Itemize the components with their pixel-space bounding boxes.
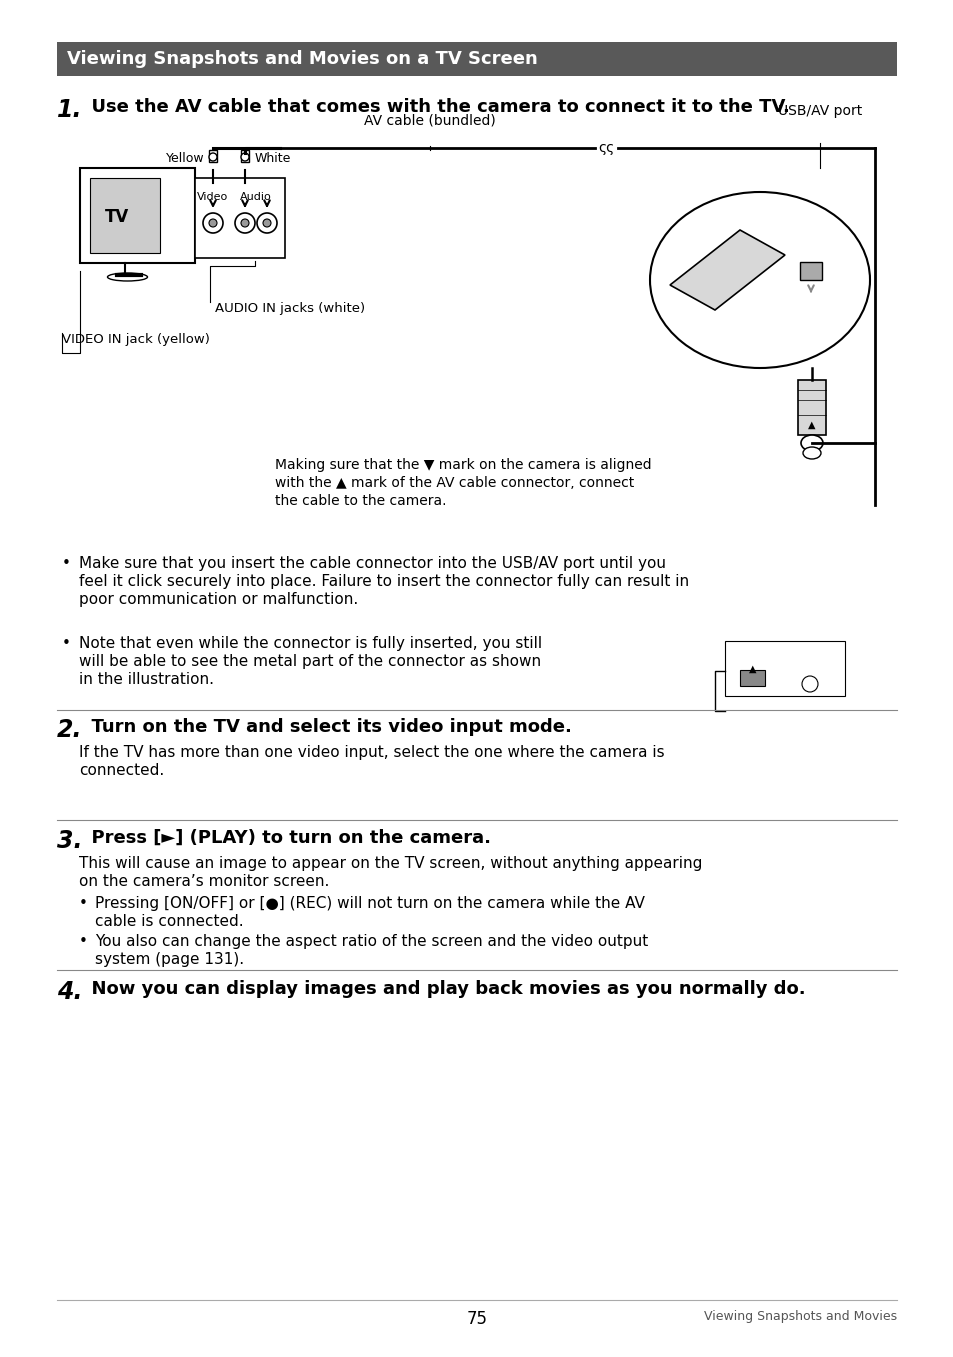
Text: Yellow: Yellow — [166, 152, 205, 166]
Bar — [209, 151, 216, 161]
Circle shape — [241, 153, 249, 161]
Circle shape — [256, 213, 276, 233]
Text: 3.: 3. — [57, 829, 82, 854]
Circle shape — [263, 218, 271, 227]
Text: VIDEO IN jack (yellow): VIDEO IN jack (yellow) — [62, 332, 210, 346]
Text: on the camera’s monitor screen.: on the camera’s monitor screen. — [79, 874, 329, 889]
Text: This will cause an image to appear on the TV screen, without anything appearing: This will cause an image to appear on th… — [79, 856, 701, 871]
Text: Now you can display images and play back movies as you normally do.: Now you can display images and play back… — [79, 980, 804, 997]
Text: Viewing Snapshots and Movies on a TV Screen: Viewing Snapshots and Movies on a TV Scr… — [67, 50, 537, 68]
Bar — [57, 42, 896, 76]
Text: in the illustration.: in the illustration. — [79, 672, 213, 687]
Bar — [740, 670, 764, 687]
Text: 4.: 4. — [57, 980, 82, 1004]
Text: with the ▲ mark of the AV cable connector, connect: with the ▲ mark of the AV cable connecto… — [274, 476, 634, 490]
Text: ςς: ςς — [598, 141, 614, 155]
Circle shape — [209, 218, 216, 227]
Bar — [241, 151, 249, 161]
Text: cable is connected.: cable is connected. — [95, 915, 243, 930]
Text: Turn on the TV and select its video input mode.: Turn on the TV and select its video inpu… — [79, 718, 571, 735]
Circle shape — [209, 153, 216, 161]
Text: Making sure that the ▼ mark on the camera is aligned: Making sure that the ▼ mark on the camer… — [274, 459, 651, 472]
Text: •: • — [79, 934, 88, 949]
Text: 75: 75 — [466, 1310, 487, 1329]
Text: the cable to the camera.: the cable to the camera. — [274, 494, 446, 508]
Text: feel it click securely into place. Failure to insert the connector fully can res: feel it click securely into place. Failu… — [79, 574, 688, 589]
Text: system (page 131).: system (page 131). — [95, 953, 244, 968]
Circle shape — [203, 213, 223, 233]
Text: White: White — [254, 152, 291, 166]
Text: Make sure that you insert the cable connector into the USB/AV port until you: Make sure that you insert the cable conn… — [79, 556, 665, 571]
Text: Press [►] (PLAY) to turn on the camera.: Press [►] (PLAY) to turn on the camera. — [79, 829, 491, 847]
Ellipse shape — [649, 191, 869, 368]
Ellipse shape — [108, 273, 148, 281]
Text: ▲: ▲ — [807, 421, 815, 430]
Ellipse shape — [801, 436, 822, 451]
Bar — [194, 178, 285, 258]
Text: AV cable (bundled): AV cable (bundled) — [364, 114, 496, 128]
Text: You also can change the aspect ratio of the screen and the video output: You also can change the aspect ratio of … — [95, 934, 648, 949]
Text: Viewing Snapshots and Movies: Viewing Snapshots and Movies — [703, 1310, 896, 1323]
Bar — [800, 262, 821, 280]
Text: connected.: connected. — [79, 763, 164, 778]
Text: Note that even while the connector is fully inserted, you still: Note that even while the connector is fu… — [79, 636, 541, 651]
Text: Video: Video — [197, 191, 229, 202]
Text: ▲: ▲ — [748, 664, 756, 674]
Circle shape — [234, 213, 254, 233]
Ellipse shape — [802, 446, 821, 459]
Text: •: • — [62, 636, 71, 651]
Circle shape — [241, 218, 249, 227]
Text: Audio: Audio — [240, 191, 272, 202]
Circle shape — [801, 676, 817, 692]
Text: •: • — [62, 556, 71, 571]
Bar — [797, 380, 825, 436]
Text: Use the AV cable that comes with the camera to connect it to the TV.: Use the AV cable that comes with the cam… — [79, 98, 789, 115]
Bar — [724, 641, 844, 696]
Text: Pressing [ON/OFF] or [●] (REC) will not turn on the camera while the AV: Pressing [ON/OFF] or [●] (REC) will not … — [95, 896, 644, 911]
FancyBboxPatch shape — [80, 168, 194, 263]
Text: If the TV has more than one video input, select the one where the camera is: If the TV has more than one video input,… — [79, 745, 664, 760]
Text: •: • — [79, 896, 88, 911]
Bar — [90, 178, 160, 252]
Text: will be able to see the metal part of the connector as shown: will be able to see the metal part of th… — [79, 654, 540, 669]
Text: 1.: 1. — [57, 98, 82, 122]
Text: poor communication or malfunction.: poor communication or malfunction. — [79, 592, 358, 607]
Text: 2.: 2. — [57, 718, 82, 742]
Text: TV: TV — [105, 208, 129, 225]
Text: USB/AV port: USB/AV port — [777, 104, 862, 118]
Text: AUDIO IN jacks (white): AUDIO IN jacks (white) — [214, 303, 365, 315]
Polygon shape — [669, 229, 784, 309]
